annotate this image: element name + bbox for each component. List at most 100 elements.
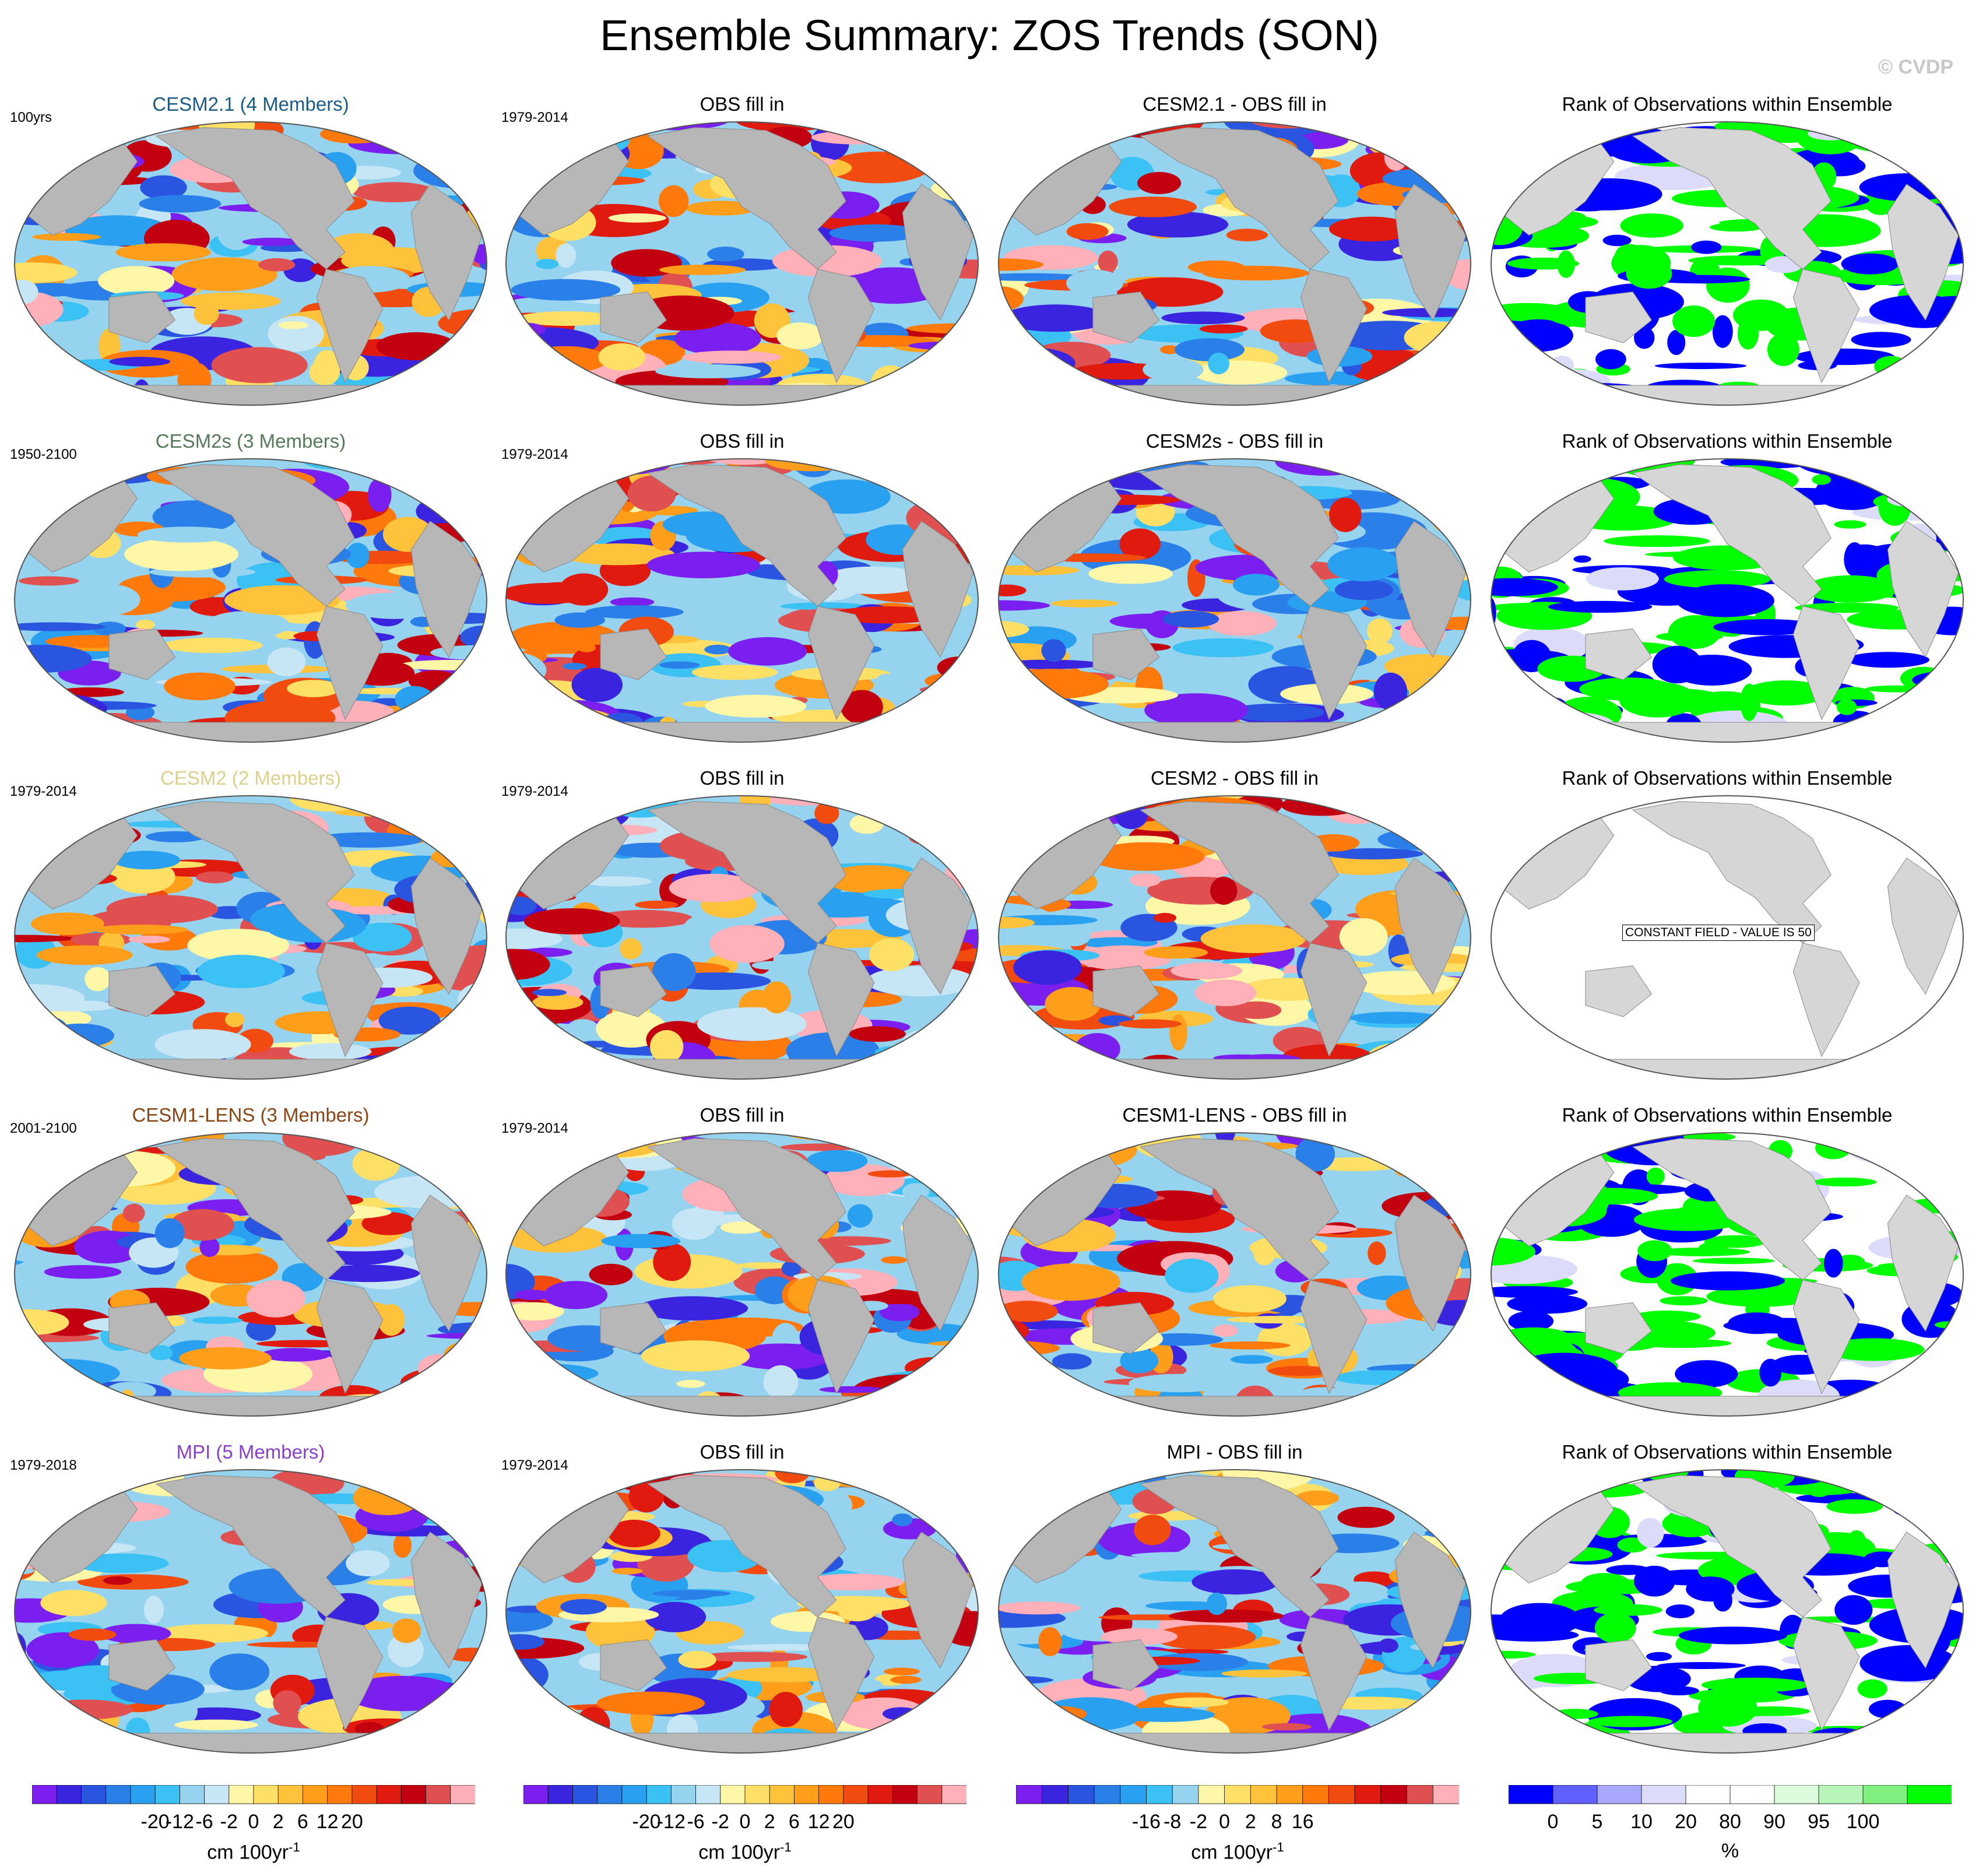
colorbar-tick-label: -2 [220, 1811, 238, 1833]
colorbar-tick-label: 16 [1291, 1811, 1314, 1833]
colorbar-tick-label: 95 [1808, 1811, 1830, 1833]
colorbar-tick-label: 12 [316, 1811, 339, 1833]
period-label: 1979-2014 [10, 784, 77, 799]
colorbar-swatches [1509, 1785, 1952, 1804]
colorbar-tick-label: 8 [1271, 1811, 1282, 1833]
heatmap-map [505, 121, 979, 406]
unit-exponent: -1 [1273, 1840, 1284, 1854]
colorbar-swatch [154, 1785, 181, 1804]
panel-title: OBS fill in [699, 1441, 785, 1463]
colorbar-swatch [1380, 1785, 1408, 1804]
colorbar-swatch [1172, 1785, 1199, 1804]
colorbar-tick-label: -20 [632, 1811, 661, 1833]
colorbar-swatches [523, 1785, 966, 1804]
colorbar-swatch [523, 1785, 549, 1804]
heatmap-map [998, 121, 1471, 406]
colorbar-tick-label: 20 [1675, 1811, 1697, 1833]
colorbar-swatch [106, 1785, 131, 1804]
period-label: 1979-2014 [501, 1457, 568, 1473]
period-label: 1979-2014 [501, 447, 568, 462]
credit-label: © CVDP [1878, 56, 1953, 78]
colorbar-swatch [277, 1785, 304, 1804]
heatmap-map: CONSTANT FIELD - VALUE IS 50 [1491, 795, 1964, 1080]
panel-title: Rank of Observations within Ensemble [1562, 1104, 1893, 1126]
colorbar-swatch [130, 1785, 156, 1804]
heatmap-map [14, 121, 487, 406]
colorbar-tick-label: -12 [165, 1811, 194, 1833]
colorbar-swatch [1552, 1785, 1598, 1804]
panel-title: Rank of Observations within Ensemble [1562, 767, 1893, 789]
map-panel-diff: CESM2s - OBS fill in [993, 430, 1477, 743]
colorbar-swatch [917, 1785, 943, 1804]
panel-title: OBS fill in [699, 1104, 785, 1126]
colorbar-swatch [1774, 1785, 1819, 1804]
colorbar-swatch [1146, 1785, 1173, 1804]
colorbar-tick-label: 2 [1245, 1811, 1256, 1833]
heatmap-map [1491, 121, 1964, 406]
map-panel-obs: OBS fill in 1979-2014 [500, 767, 984, 1080]
colorbar-unit-label: cm 100yr-1 [1016, 1840, 1459, 1864]
colorbar-swatch [1354, 1785, 1382, 1804]
colorbar-swatch [1016, 1785, 1043, 1804]
period-label: 1979-2014 [501, 1120, 568, 1136]
colorbar-swatch [1042, 1785, 1069, 1804]
colorbar-swatch [1120, 1785, 1147, 1804]
colorbar-swatch [426, 1785, 451, 1804]
colorbar-swatch [547, 1785, 574, 1804]
colorbar-swatch [204, 1785, 230, 1804]
heatmap-map [14, 1132, 487, 1417]
colorbar-swatch [597, 1785, 623, 1804]
colorbar-swatch [179, 1785, 205, 1804]
panel-title: OBS fill in [699, 430, 785, 452]
colorbar-tick-label: -6 [687, 1811, 705, 1833]
colorbar-swatch [1818, 1785, 1864, 1804]
colorbar-unit-label: % [1509, 1840, 1952, 1863]
panel-title: Rank of Observations within Ensemble [1562, 93, 1893, 115]
colorbar-swatches [1016, 1785, 1459, 1804]
colorbar-swatch [327, 1785, 353, 1804]
colorbar-swatch [1328, 1785, 1356, 1804]
panel-title: Rank of Observations within Ensemble [1562, 1441, 1893, 1463]
map-panel-diff: MPI - OBS fill in [993, 1441, 1477, 1754]
colorbar-unit-label: cm 100yr-1 [32, 1840, 475, 1864]
colorbar-tick-label: -16 [1131, 1811, 1161, 1833]
colorbar-swatch [793, 1785, 820, 1804]
colorbar-swatch [253, 1785, 279, 1804]
colorbar-swatch [892, 1785, 918, 1804]
colorbar-tick-label: -2 [1189, 1811, 1208, 1833]
colorbar: -16 -8 -2 0 2 8 16 cm 100yr-1 [1016, 1785, 1459, 1873]
map-panel-obs: OBS fill in 1979-2014 [500, 1441, 984, 1754]
colorbar-tick-label: 0 [739, 1811, 751, 1833]
map-panel-diff: CESM2.1 - OBS fill in [993, 93, 1477, 406]
colorbar-swatch [695, 1785, 721, 1804]
heatmap-map [1491, 1469, 1964, 1754]
unit-text: % [1721, 1840, 1739, 1862]
colorbar-swatch [621, 1785, 647, 1804]
colorbar-tick-label: 5 [1591, 1811, 1603, 1833]
colorbar-tick-label: 20 [340, 1811, 363, 1833]
colorbar-swatch [818, 1785, 844, 1804]
colorbar-swatch [670, 1785, 697, 1804]
colorbar: -20 -12 -6 -2 0 2 6 12 20 cm 100yr-1 [523, 1785, 966, 1873]
colorbar: 0 5 10 20 80 90 95 100% [1509, 1785, 1952, 1873]
constant-field-notice: CONSTANT FIELD - VALUE IS 50 [1622, 925, 1815, 941]
colorbar-swatch [572, 1785, 598, 1804]
colorbar-tick-label: 6 [297, 1811, 308, 1833]
colorbar-swatch [81, 1785, 107, 1804]
colorbar-swatch [941, 1785, 966, 1804]
period-label: 100yrs [10, 110, 52, 125]
map-panel-rank: Rank of Observations within Ensemble [1485, 93, 1969, 406]
colorbar-tick-label: 0 [248, 1811, 259, 1833]
colorbar-tick-label: 2 [272, 1811, 284, 1833]
panel-title: CESM2.1 (4 Members) [152, 93, 349, 115]
map-panel-obs: OBS fill in 1979-2014 [500, 1104, 984, 1417]
colorbar-swatch [1302, 1785, 1330, 1804]
unit-text: cm 100yr [207, 1841, 289, 1864]
colorbar-swatch [1094, 1785, 1121, 1804]
colorbar-swatch [720, 1785, 746, 1804]
panel-title: CESM2 (2 Members) [160, 767, 341, 789]
colorbar-swatch [1276, 1785, 1303, 1804]
colorbar-swatch [32, 1785, 58, 1804]
colorbar-tick-label: 2 [764, 1811, 775, 1833]
panel-title: MPI (5 Members) [176, 1441, 325, 1463]
